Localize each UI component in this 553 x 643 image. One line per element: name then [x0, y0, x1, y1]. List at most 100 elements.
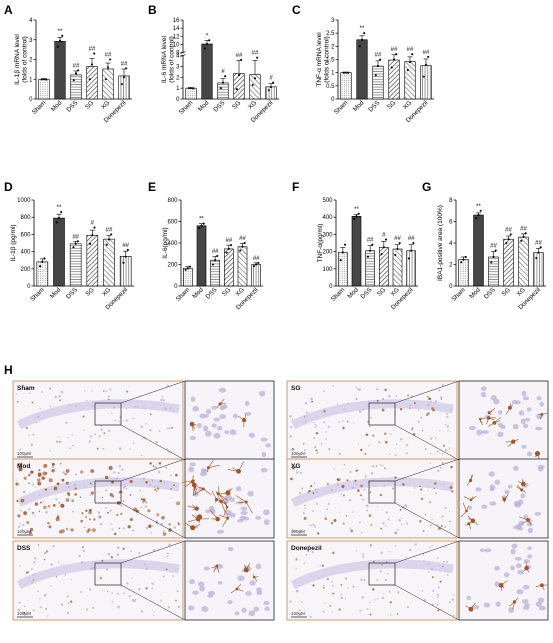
- nucleus: [98, 435, 101, 438]
- data-point: [237, 74, 241, 77]
- stained-cell: [165, 568, 168, 571]
- stained-cell: [87, 528, 91, 532]
- nucleus: [394, 545, 397, 547]
- category-label-xg: XG: [516, 286, 527, 297]
- data-point: [347, 71, 350, 74]
- zoom-nucleus: [481, 504, 488, 509]
- y-tick-label: 8: [176, 51, 180, 57]
- stained-cell: [384, 440, 388, 444]
- zoom-nucleus: [217, 580, 223, 585]
- zoom-microglia: [486, 416, 496, 425]
- nucleus: [380, 551, 383, 554]
- bar-dss: [372, 65, 384, 100]
- zoom-nucleus: [258, 390, 266, 397]
- nucleus: [126, 582, 129, 585]
- nucleus: [316, 490, 319, 493]
- stained-cell: [41, 476, 45, 480]
- stained-cell: [147, 509, 151, 513]
- nucleus: [91, 566, 95, 570]
- data-point: [374, 74, 377, 77]
- y-axis-title-line: IL-6(pg/ml): [162, 227, 169, 258]
- data-point: [90, 63, 94, 66]
- bar-donepezil: [118, 75, 130, 100]
- data-point: [394, 253, 397, 257]
- y-tick-label: 600: [167, 220, 178, 226]
- stained-cell: [419, 520, 422, 523]
- nucleus: [417, 420, 420, 423]
- microglia-process: [470, 602, 476, 610]
- category-label-dss: DSS: [359, 286, 373, 300]
- nucleus: [441, 452, 444, 455]
- microglia-process: [187, 518, 199, 523]
- zoom-nucleus: [208, 505, 215, 511]
- stained-cell: [126, 390, 129, 393]
- bar-xg: [103, 238, 115, 287]
- data-point: [88, 78, 91, 81]
- y-tick-label: 300: [322, 232, 333, 238]
- micrograph-label: SG: [291, 385, 300, 392]
- nucleus: [349, 527, 351, 529]
- category-label-dss: DSS: [204, 286, 218, 300]
- bar-mod: [473, 214, 484, 287]
- stained-cell: [341, 485, 345, 488]
- microglia-process: [507, 441, 514, 447]
- nucleus: [327, 425, 330, 428]
- nucleus: [352, 511, 354, 513]
- nucleus: [370, 523, 373, 527]
- nucleus: [414, 543, 417, 546]
- nucleus: [30, 443, 34, 447]
- nucleus: [118, 447, 122, 451]
- stained-cell: [38, 475, 41, 478]
- zoom-region-box: [368, 480, 396, 504]
- stained-cell: [375, 465, 378, 467]
- stained-cell: [422, 530, 425, 532]
- zoom-microglia: [187, 504, 199, 511]
- stained-cell: [178, 606, 180, 608]
- stained-cell: [291, 418, 294, 420]
- stained-cell: [108, 465, 113, 471]
- significance-mark: #: [382, 233, 386, 239]
- stained-cell: [90, 469, 95, 473]
- stained-cell: [65, 481, 69, 485]
- nucleus: [327, 502, 330, 505]
- data-point: [41, 260, 44, 263]
- microglia-process: [521, 489, 527, 493]
- micrograph-label: DSS: [17, 545, 31, 552]
- y-tick-label: 800: [20, 215, 31, 221]
- y-tick-label: 2: [331, 44, 335, 50]
- nucleus: [376, 579, 379, 582]
- nucleus: [430, 524, 432, 527]
- zoom-nucleus: [216, 529, 224, 534]
- nucleus: [395, 443, 398, 445]
- stained-cell: [145, 587, 148, 590]
- bar-mod: [53, 217, 65, 287]
- panel-label-b: B: [148, 3, 157, 17]
- stained-cell: [392, 487, 395, 490]
- nucleus: [408, 407, 411, 410]
- nucleus: [423, 598, 427, 602]
- stained-cell: [44, 488, 48, 491]
- zoom-microglia: [505, 438, 519, 447]
- nucleus: [91, 390, 93, 392]
- nucleus: [70, 579, 72, 581]
- nucleus: [62, 471, 65, 474]
- nucleus: [298, 609, 301, 612]
- microglia-process: [527, 519, 532, 525]
- zoom-nucleus: [475, 487, 482, 492]
- zoom-connector: [394, 424, 460, 461]
- data-point: [124, 255, 127, 258]
- y-tick-label: 8: [449, 198, 453, 204]
- stained-cell: [103, 432, 106, 435]
- nucleus: [431, 518, 433, 521]
- stained-cell: [360, 484, 363, 488]
- bar-sham: [458, 259, 469, 287]
- nucleus: [333, 468, 336, 471]
- zoom-microglia: [192, 486, 212, 496]
- nucleus: [129, 448, 131, 450]
- nucleus: [166, 555, 168, 558]
- nucleus: [376, 598, 379, 600]
- bar-sham: [38, 78, 50, 100]
- zoom-connector: [120, 502, 186, 539]
- nucleus: [437, 469, 440, 472]
- stained-cell: [342, 522, 345, 525]
